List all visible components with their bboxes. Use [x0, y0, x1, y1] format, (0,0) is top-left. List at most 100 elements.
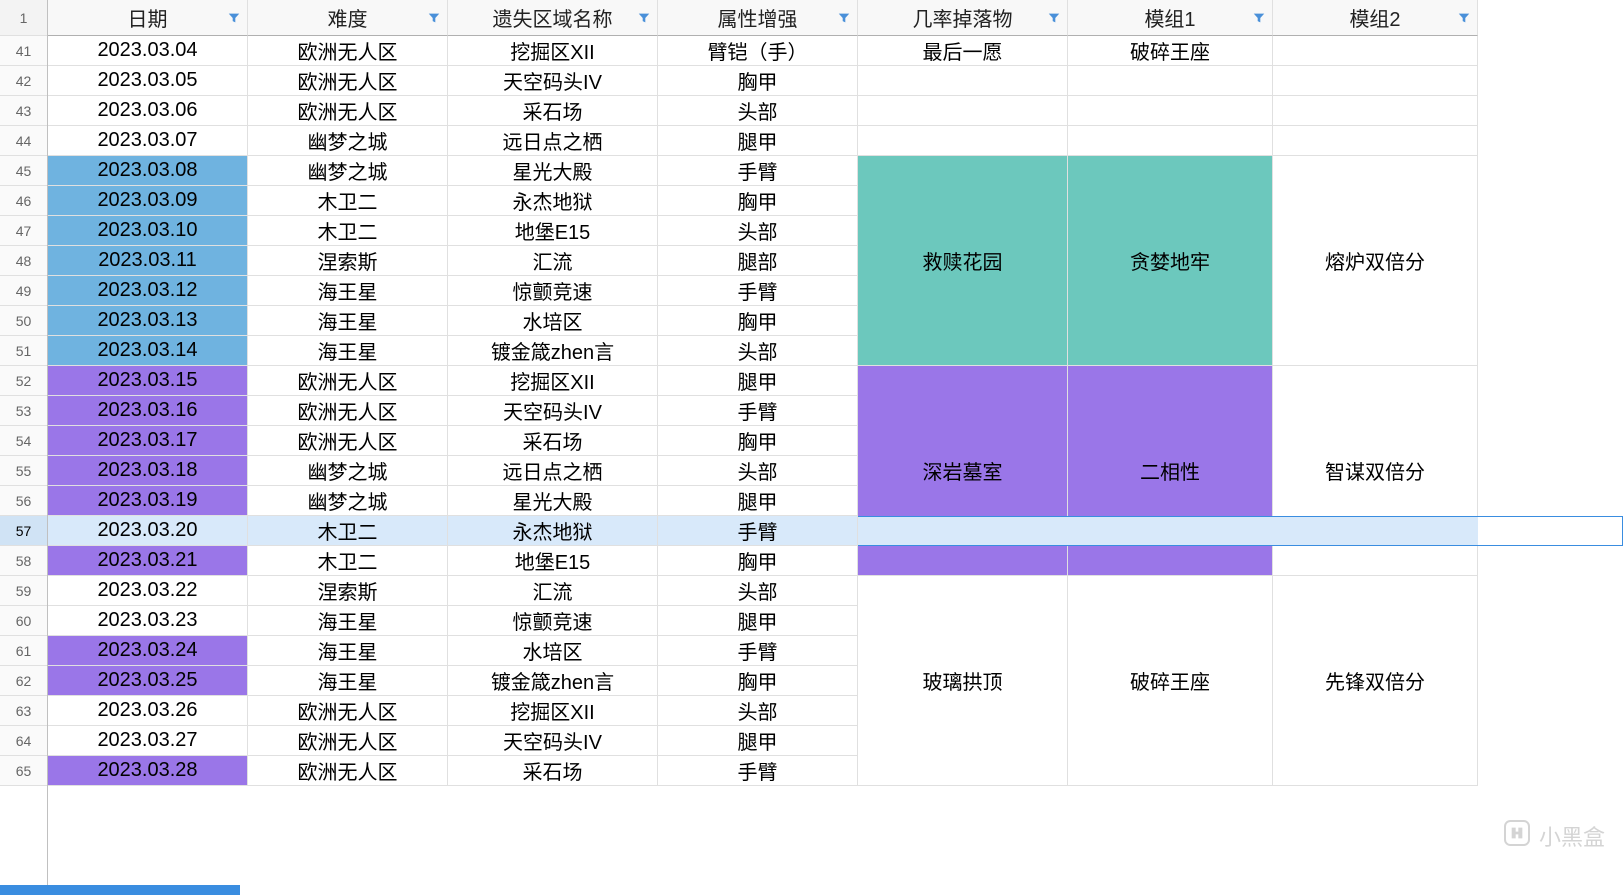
attribute-cell[interactable]: 腿甲: [658, 486, 858, 516]
row-number[interactable]: 43: [0, 96, 47, 126]
row-number[interactable]: 52: [0, 366, 47, 396]
row-number[interactable]: 49: [0, 276, 47, 306]
attribute-cell[interactable]: 头部: [658, 336, 858, 366]
difficulty-cell[interactable]: 幽梦之城: [248, 126, 448, 156]
zone-cell[interactable]: 远日点之栖: [448, 456, 658, 486]
drop-cell[interactable]: [858, 96, 1068, 126]
difficulty-cell[interactable]: 涅索斯: [248, 576, 448, 606]
row-number[interactable]: 47: [0, 216, 47, 246]
zone-cell[interactable]: 永杰地狱: [448, 186, 658, 216]
row-number[interactable]: 63: [0, 696, 47, 726]
column-header-0[interactable]: 日期: [48, 0, 248, 36]
mod1-cell[interactable]: [1068, 66, 1273, 96]
attribute-cell[interactable]: 腿甲: [658, 366, 858, 396]
attribute-cell[interactable]: 胸甲: [658, 426, 858, 456]
date-cell[interactable]: 2023.03.21: [48, 546, 248, 576]
difficulty-cell[interactable]: 木卫二: [248, 216, 448, 246]
mod1-cell[interactable]: [1068, 96, 1273, 126]
row-number[interactable]: 65: [0, 756, 47, 786]
attribute-cell[interactable]: 臂铠（手）: [658, 36, 858, 66]
difficulty-cell[interactable]: 海王星: [248, 306, 448, 336]
difficulty-cell[interactable]: 涅索斯: [248, 246, 448, 276]
date-cell[interactable]: 2023.03.22: [48, 576, 248, 606]
mod1-cell[interactable]: 破碎王座: [1068, 36, 1273, 66]
table-row[interactable]: 2023.03.05欧洲无人区天空码头IV胸甲: [48, 66, 1623, 96]
date-cell[interactable]: 2023.03.23: [48, 606, 248, 636]
filter-icon[interactable]: [427, 11, 441, 25]
zone-cell[interactable]: 挖掘区XII: [448, 366, 658, 396]
drop-cell[interactable]: [858, 66, 1068, 96]
attribute-cell[interactable]: 胸甲: [658, 66, 858, 96]
date-cell[interactable]: 2023.03.17: [48, 426, 248, 456]
attribute-cell[interactable]: 腿部: [658, 246, 858, 276]
difficulty-cell[interactable]: 海王星: [248, 606, 448, 636]
date-cell[interactable]: 2023.03.12: [48, 276, 248, 306]
attribute-cell[interactable]: 腿甲: [658, 726, 858, 756]
attribute-cell[interactable]: 胸甲: [658, 546, 858, 576]
attribute-cell[interactable]: 胸甲: [658, 186, 858, 216]
date-cell[interactable]: 2023.03.26: [48, 696, 248, 726]
difficulty-cell[interactable]: 幽梦之城: [248, 156, 448, 186]
difficulty-cell[interactable]: 欧洲无人区: [248, 756, 448, 786]
attribute-cell[interactable]: 头部: [658, 96, 858, 126]
date-cell[interactable]: 2023.03.05: [48, 66, 248, 96]
row-number[interactable]: 60: [0, 606, 47, 636]
attribute-cell[interactable]: 胸甲: [658, 666, 858, 696]
zone-cell[interactable]: 采石场: [448, 756, 658, 786]
zone-cell[interactable]: 汇流: [448, 576, 658, 606]
date-cell[interactable]: 2023.03.11: [48, 246, 248, 276]
sheet-tab-indicator[interactable]: [0, 885, 240, 895]
mod2-cell[interactable]: [1273, 66, 1478, 96]
attribute-cell[interactable]: 腿甲: [658, 126, 858, 156]
zone-cell[interactable]: 天空码头IV: [448, 396, 658, 426]
attribute-cell[interactable]: 头部: [658, 696, 858, 726]
mod1-cell[interactable]: 破碎王座: [1068, 576, 1273, 786]
filter-icon[interactable]: [1252, 11, 1266, 25]
attribute-cell[interactable]: 手臂: [658, 636, 858, 666]
row-number[interactable]: 57: [0, 516, 47, 546]
column-header-1[interactable]: 难度: [248, 0, 448, 36]
zone-cell[interactable]: 挖掘区XII: [448, 36, 658, 66]
attribute-cell[interactable]: 手臂: [658, 156, 858, 186]
zone-cell[interactable]: 汇流: [448, 246, 658, 276]
row-number[interactable]: 54: [0, 426, 47, 456]
table-row[interactable]: 2023.03.08幽梦之城星光大殿手臂救赎花园贪婪地牢熔炉双倍分: [48, 156, 1623, 186]
date-cell[interactable]: 2023.03.20: [48, 516, 248, 546]
filter-icon[interactable]: [227, 11, 241, 25]
row-number[interactable]: 44: [0, 126, 47, 156]
drop-cell[interactable]: 最后一愿: [858, 36, 1068, 66]
attribute-cell[interactable]: 手臂: [658, 516, 858, 546]
difficulty-cell[interactable]: 欧洲无人区: [248, 96, 448, 126]
row-number[interactable]: 42: [0, 66, 47, 96]
date-cell[interactable]: 2023.03.14: [48, 336, 248, 366]
row-number[interactable]: 53: [0, 396, 47, 426]
drop-cell[interactable]: [858, 126, 1068, 156]
attribute-cell[interactable]: 头部: [658, 576, 858, 606]
date-cell[interactable]: 2023.03.10: [48, 216, 248, 246]
date-cell[interactable]: 2023.03.19: [48, 486, 248, 516]
filter-icon[interactable]: [1457, 11, 1471, 25]
difficulty-cell[interactable]: 海王星: [248, 336, 448, 366]
zone-cell[interactable]: 远日点之栖: [448, 126, 658, 156]
filter-icon[interactable]: [637, 11, 651, 25]
zone-cell[interactable]: 采石场: [448, 426, 658, 456]
row-number[interactable]: 62: [0, 666, 47, 696]
row-number[interactable]: 64: [0, 726, 47, 756]
date-cell[interactable]: 2023.03.07: [48, 126, 248, 156]
filter-icon[interactable]: [837, 11, 851, 25]
row-number[interactable]: 58: [0, 546, 47, 576]
difficulty-cell[interactable]: 欧洲无人区: [248, 366, 448, 396]
difficulty-cell[interactable]: 海王星: [248, 276, 448, 306]
zone-cell[interactable]: 惊颤竞速: [448, 276, 658, 306]
row-number[interactable]: 51: [0, 336, 47, 366]
row-number[interactable]: 50: [0, 306, 47, 336]
zone-cell[interactable]: 天空码头IV: [448, 66, 658, 96]
zone-cell[interactable]: 镀金箴zhen言: [448, 336, 658, 366]
difficulty-cell[interactable]: 欧洲无人区: [248, 396, 448, 426]
zone-cell[interactable]: 永杰地狱: [448, 516, 658, 546]
zone-cell[interactable]: 水培区: [448, 636, 658, 666]
difficulty-cell[interactable]: 欧洲无人区: [248, 66, 448, 96]
mod1-cell[interactable]: [1068, 126, 1273, 156]
attribute-cell[interactable]: 胸甲: [658, 306, 858, 336]
date-cell[interactable]: 2023.03.15: [48, 366, 248, 396]
